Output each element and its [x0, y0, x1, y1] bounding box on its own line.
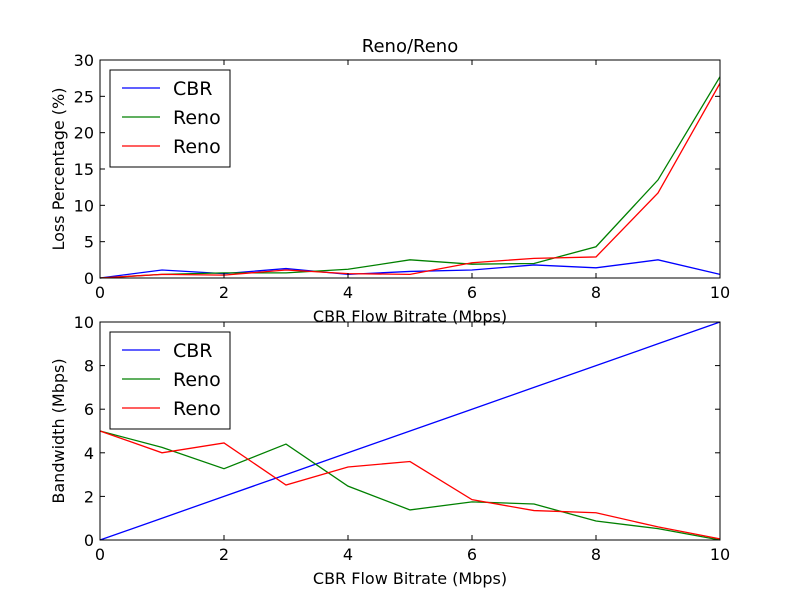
- x-axis-label: CBR Flow Bitrate (Mbps): [313, 307, 507, 326]
- legend-label: Reno: [173, 107, 221, 129]
- legend-label: Reno: [173, 136, 221, 158]
- series-line-cbr-1: [99, 259, 721, 279]
- y-tick-label: 2: [84, 487, 94, 506]
- legend-box: [109, 69, 231, 168]
- x-tick-label: 8: [591, 283, 601, 302]
- y-tick-label: 0: [84, 531, 94, 550]
- y-tick-label: 5: [84, 233, 94, 252]
- series-line-reno-3: [99, 82, 721, 279]
- x-axis-label: CBR Flow Bitrate (Mbps): [313, 569, 507, 588]
- y-tick-label: 20: [74, 124, 94, 143]
- legend-label: CBR: [173, 340, 213, 362]
- legend: CBR Reno Reno: [109, 69, 231, 168]
- legend: CBR Reno Reno: [109, 331, 231, 430]
- y-axis-label: Bandwidth (Mbps): [49, 358, 68, 503]
- legend-label: CBR: [173, 78, 213, 100]
- legend-box: [109, 331, 231, 430]
- series-line-reno-2: [99, 430, 721, 541]
- x-tick-label: 6: [467, 545, 477, 564]
- series-line-reno-2: [99, 76, 721, 279]
- x-tick-label: 10: [710, 545, 730, 564]
- x-tick-label: 4: [343, 545, 353, 564]
- plot-frame: [99, 321, 721, 541]
- x-tick-label: 10: [710, 283, 730, 302]
- y-tick-label: 30: [74, 51, 94, 70]
- x-tick-label: 2: [219, 283, 229, 302]
- x-tick-label: 6: [467, 283, 477, 302]
- legend-label: Reno: [173, 369, 221, 391]
- legend-label: Reno: [173, 398, 221, 420]
- x-tick-label: 2: [219, 545, 229, 564]
- x-tick-label: 4: [343, 283, 353, 302]
- series-line-cbr-1: [99, 321, 721, 541]
- y-tick-label: 10: [74, 196, 94, 215]
- y-tick-label: 6: [84, 400, 94, 419]
- chart-1: Reno/Reno 0 2 4 6 8 10 0 5 10 15 20 25 30 CBR Flow Bit…: [49, 36, 730, 326]
- chart-2: 0 2 4 6 8 10 0 2 4 6 8 10 CBR Flow Bitrate (Mbps) Ban…: [49, 313, 730, 588]
- y-tick-label: 0: [84, 269, 94, 288]
- x-tick-label: 0: [95, 283, 105, 302]
- chart-title: Reno/Reno: [362, 36, 458, 57]
- y-tick-label: 4: [84, 444, 94, 463]
- plot-area: [99, 76, 721, 279]
- x-tick-label: 0: [95, 545, 105, 564]
- series-line-reno-3: [99, 430, 721, 540]
- plot-area: [99, 321, 721, 541]
- y-tick-label: 25: [74, 87, 94, 106]
- x-tick-label: 8: [591, 545, 601, 564]
- y-tick-label: 10: [74, 313, 94, 332]
- y-tick-label: 15: [74, 160, 94, 179]
- y-tick-label: 8: [84, 357, 94, 376]
- y-axis-label: Loss Percentage (%): [49, 88, 68, 251]
